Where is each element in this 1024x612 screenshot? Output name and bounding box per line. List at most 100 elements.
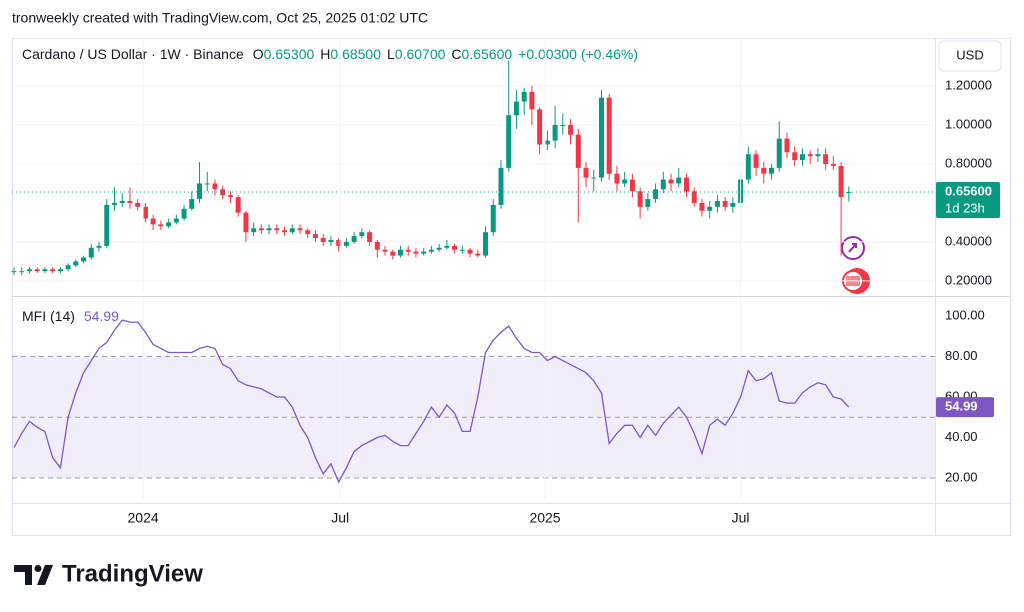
candle-body <box>475 253 481 256</box>
candle-body <box>444 245 450 248</box>
candle-body <box>815 154 821 157</box>
candle-body <box>390 251 396 256</box>
candle-body <box>57 269 63 272</box>
candle-body <box>166 222 172 227</box>
candle-body <box>34 269 40 272</box>
candle-body <box>189 199 195 209</box>
candle-body <box>65 265 71 270</box>
x-tick-label: 2025 <box>529 510 560 526</box>
candle-body <box>11 271 17 273</box>
candle-body <box>459 249 465 251</box>
candle-body <box>544 140 550 145</box>
candle-body <box>452 245 458 250</box>
candle-body <box>730 202 736 207</box>
candle-body <box>676 177 682 184</box>
candle-body <box>243 212 249 233</box>
y-tick-label: 0.20000 <box>945 272 992 287</box>
candle-body <box>96 245 102 248</box>
logo-mark <box>37 565 53 585</box>
candle-body <box>490 204 496 233</box>
candle-body <box>838 165 844 198</box>
candle-body <box>722 201 728 207</box>
candle-body <box>142 206 148 219</box>
candle-body <box>614 173 620 184</box>
x-tick-label: 2024 <box>128 510 159 526</box>
candle-body <box>784 138 790 153</box>
price-change: +0.00300 (+0.46%) <box>518 46 638 62</box>
currency[interactable]: USD <box>956 47 983 62</box>
chart-frame <box>12 38 1011 536</box>
candle-body <box>158 224 164 227</box>
candle-body <box>359 232 365 237</box>
candle-body <box>421 251 427 254</box>
candle-body <box>351 236 357 242</box>
candle-body <box>50 269 56 272</box>
y-tick-label: 1.00000 <box>945 116 992 131</box>
candle-body <box>343 241 349 246</box>
candle-body <box>436 247 442 250</box>
candle-body <box>598 97 604 178</box>
indicator-value: 54.99 <box>84 308 119 324</box>
y-tick-label: 0.80000 <box>945 155 992 170</box>
ohlc-label: L <box>387 46 395 62</box>
candle-body <box>73 261 79 266</box>
candle-body <box>312 234 318 239</box>
candle-body <box>467 249 473 254</box>
candle-body <box>583 167 589 178</box>
candle-body <box>769 167 775 174</box>
symbol-title: Cardano / US Dollar · 1W · Binance <box>22 46 244 62</box>
currency-button[interactable] <box>938 40 1002 72</box>
candle-body <box>606 97 612 174</box>
candle-body <box>173 218 179 223</box>
candle-body <box>336 239 342 246</box>
candle-body <box>367 232 373 242</box>
symbol-legend: Cardano / US Dollar · 1W · Binance O0.653… <box>22 46 638 62</box>
x-tick-label: Jul <box>331 510 349 526</box>
candle-body <box>691 191 697 203</box>
logo-dot <box>34 565 42 572</box>
candle-body <box>637 191 643 207</box>
ohlc-value: 0.60700 <box>395 46 446 62</box>
candle-body <box>26 269 32 272</box>
candle-body <box>799 154 805 161</box>
candle-body <box>305 230 311 235</box>
indicator-name: MFI (14) <box>22 308 75 324</box>
candle-body <box>413 251 419 254</box>
last-price-label: 0.65600 <box>945 183 992 198</box>
candle-body <box>552 124 558 141</box>
candle-body <box>289 228 295 233</box>
candle-body <box>135 202 141 207</box>
candle-body <box>220 189 226 196</box>
candle-body <box>119 201 125 203</box>
candle-body <box>575 134 581 168</box>
candle-body <box>127 201 133 203</box>
ohlc-value: 0.65300 <box>264 46 315 62</box>
candle-body <box>405 249 411 252</box>
ohlc-value: 0.68500 <box>330 46 381 62</box>
candle-body <box>591 177 597 179</box>
candle-body <box>668 179 674 184</box>
mfi-line <box>13 319 850 484</box>
candle-body <box>823 154 829 164</box>
mfi-badge <box>936 397 994 418</box>
candle-body <box>622 179 628 184</box>
candle-body <box>397 249 403 256</box>
candle-body <box>297 228 303 231</box>
candle-body <box>568 124 574 135</box>
candle-body <box>328 239 334 242</box>
ohlc-value: 0.65600 <box>462 46 513 62</box>
tradingview-logo: TradingView <box>14 560 203 587</box>
countdown: 1d 23h <box>945 200 985 215</box>
candle-body <box>629 179 635 192</box>
indicator-legend: MFI (14) 54.99 <box>22 308 119 324</box>
candle-body <box>197 183 203 200</box>
candle-body <box>19 271 25 273</box>
candle-body <box>660 179 666 190</box>
candle-body <box>830 163 836 166</box>
candle-body <box>428 249 434 252</box>
candle-body <box>42 269 48 272</box>
y-tick-label: 20.00 <box>945 469 978 484</box>
candle-body <box>235 197 241 213</box>
candle-body <box>498 167 504 205</box>
